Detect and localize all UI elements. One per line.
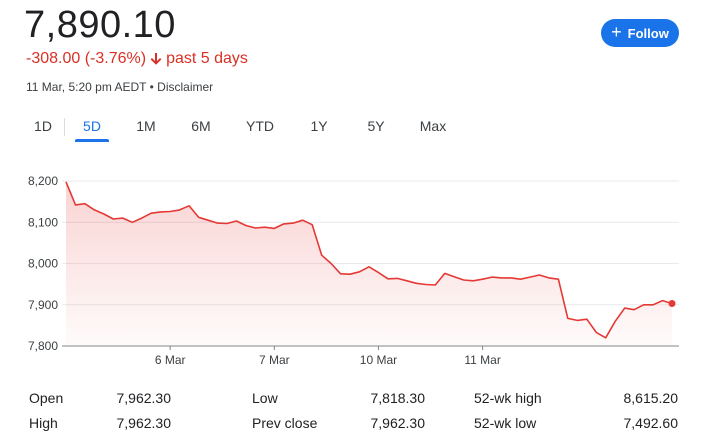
y-tick-label: 8,200 bbox=[28, 174, 58, 188]
x-tick-label: 7 Mar bbox=[259, 353, 290, 367]
plus-icon: + bbox=[611, 22, 622, 42]
stat-label-52wk-low: 52-wk low bbox=[474, 415, 537, 431]
tab-label: 5Y bbox=[367, 118, 385, 134]
tab-1m[interactable]: 1M bbox=[119, 112, 173, 140]
price-change: -308.00 (-3.76%) past 5 days bbox=[26, 50, 248, 68]
stat-value-52wk-low: 7,492.60 bbox=[623, 415, 679, 431]
stat-value-low: 7,818.30 bbox=[370, 390, 426, 406]
time-range-tabs: 1D 5D 1M 6M YTD 1Y 5Y Max bbox=[22, 112, 461, 142]
timestamp: 11 Mar, 5:20 pm AEDT bbox=[26, 80, 147, 94]
tab-5d[interactable]: 5D bbox=[75, 112, 109, 142]
tab-5y[interactable]: 5Y bbox=[347, 112, 405, 140]
separator-dot: • bbox=[149, 80, 154, 94]
timestamp-line: 11 Mar, 5:20 pm AEDT • Disclaimer bbox=[26, 80, 213, 94]
stat-label-52wk-high: 52-wk high bbox=[474, 390, 542, 406]
follow-button[interactable]: + Follow bbox=[601, 19, 679, 47]
tab-label: 1Y bbox=[310, 118, 328, 134]
stat-label-low: Low bbox=[252, 390, 278, 406]
stat-label-high: High bbox=[29, 415, 58, 431]
tab-1y[interactable]: 1Y bbox=[291, 112, 347, 140]
stat-value-prev-close: 7,962.30 bbox=[370, 415, 426, 431]
tab-label: Max bbox=[419, 118, 447, 134]
tab-max[interactable]: Max bbox=[405, 112, 461, 140]
stat-value-high: 7,962.30 bbox=[116, 415, 172, 431]
price-chart[interactable]: 8,200 8,100 8,000 7,900 7,800 6 Mar 7 Mar 10 Ma… bbox=[0, 165, 704, 370]
arrow-down-icon bbox=[150, 52, 162, 66]
tab-label: 6M bbox=[191, 118, 211, 134]
series-line bbox=[65, 181, 673, 339]
y-tick-label: 8,100 bbox=[28, 215, 58, 229]
tab-ytd[interactable]: YTD bbox=[229, 112, 291, 140]
key-stats: Open 7,962.30 High 7,962.30 Low 7,818.30… bbox=[0, 384, 704, 442]
stat-value-52wk-high: 8,615.20 bbox=[623, 390, 679, 406]
area-fill bbox=[66, 181, 672, 346]
tab-1d[interactable]: 1D bbox=[22, 112, 64, 140]
y-tick-label: 8,000 bbox=[28, 257, 58, 271]
tab-6m[interactable]: 6M bbox=[173, 112, 229, 140]
stat-label-open: Open bbox=[29, 390, 64, 406]
x-tick-label: 11 Mar bbox=[464, 353, 500, 367]
last-point-marker bbox=[668, 300, 676, 308]
tab-label: 5D bbox=[83, 118, 101, 134]
tab-label: 1M bbox=[136, 118, 156, 134]
y-tick-label: 7,900 bbox=[28, 298, 58, 312]
x-tick-label: 10 Mar bbox=[360, 353, 397, 367]
y-tick-label: 7,800 bbox=[28, 339, 58, 353]
stat-value-open: 7,962.30 bbox=[116, 390, 172, 406]
index-price: 7,890.10 bbox=[24, 4, 176, 46]
follow-button-label: Follow bbox=[627, 25, 669, 41]
tab-label: 1D bbox=[34, 118, 52, 134]
disclaimer-link[interactable]: Disclaimer bbox=[157, 80, 214, 94]
stat-label-prev-close: Prev close bbox=[252, 415, 318, 431]
tab-divider bbox=[64, 118, 65, 136]
tab-label: YTD bbox=[246, 118, 274, 134]
change-period: past 5 days bbox=[166, 50, 248, 67]
change-value: -308.00 (-3.76%) bbox=[26, 50, 147, 67]
x-tick-label: 6 Mar bbox=[155, 353, 186, 367]
